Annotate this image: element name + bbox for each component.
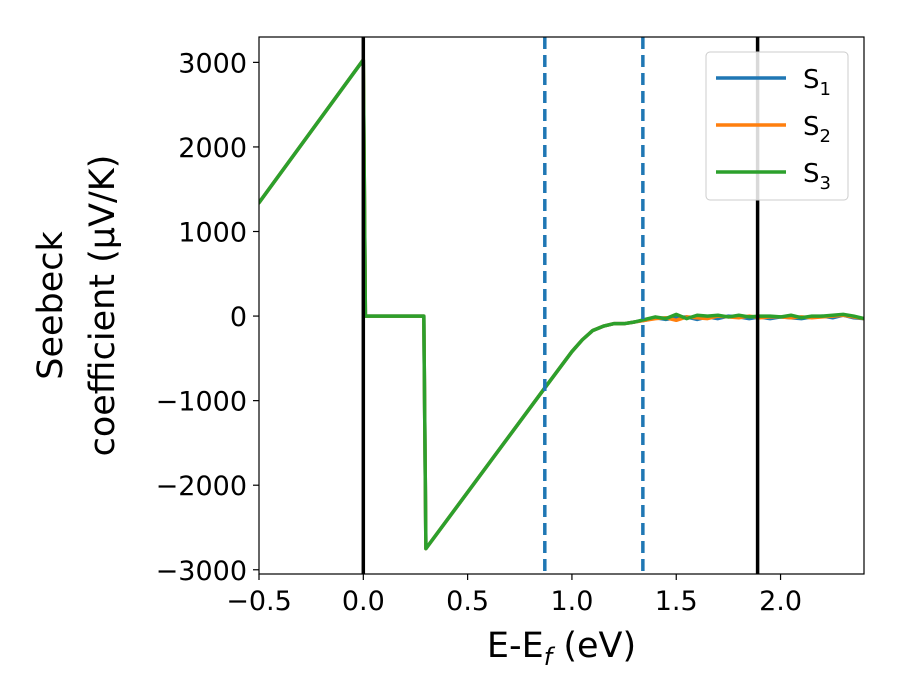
y-axis-label-line-1: Seebeck [31, 230, 71, 379]
x-tick-label: 1.0 [550, 586, 593, 617]
x-tick-label: 0.0 [342, 586, 385, 617]
x-tick-label: 0.5 [446, 586, 489, 617]
reference-lines [361, 37, 760, 574]
y-tick-label: 2000 [178, 133, 247, 164]
axis-labels: E-Ef (eV) Seebeck coefficient (μV/K) [31, 155, 636, 671]
x-tick-label: 1.5 [655, 586, 698, 617]
x-axis-label: E-Ef (eV) [487, 626, 636, 671]
x-tick-label: −0.5 [226, 586, 292, 617]
legend-label-1: S1 [803, 65, 831, 100]
y-tick-label: 0 [230, 302, 247, 333]
plot-frame [258, 36, 865, 575]
legend-label-2: S2 [803, 112, 831, 147]
y-tick-label: 3000 [178, 48, 247, 79]
axes [258, 36, 865, 575]
y-axis-label-line-2: coefficient (μV/K) [83, 155, 123, 457]
y-tick-label: 1000 [178, 218, 247, 249]
legend: S1 S2 S3 [705, 51, 849, 201]
x-tick-label: 2.0 [759, 586, 802, 617]
series-line-3 [259, 58, 864, 551]
y-tick-label: −3000 [156, 556, 247, 587]
y-tick-label: −2000 [156, 471, 247, 502]
ticks: −0.5 0.0 0.5 1.0 1.5 2.0 −3000 −2000 −1000 0 1000 2… [156, 48, 802, 617]
y-axis-label: Seebeck coefficient (μV/K) [31, 155, 123, 457]
legend-label-3: S3 [803, 159, 831, 194]
y-tick-label: −1000 [156, 387, 247, 418]
series-layer [259, 58, 864, 551]
